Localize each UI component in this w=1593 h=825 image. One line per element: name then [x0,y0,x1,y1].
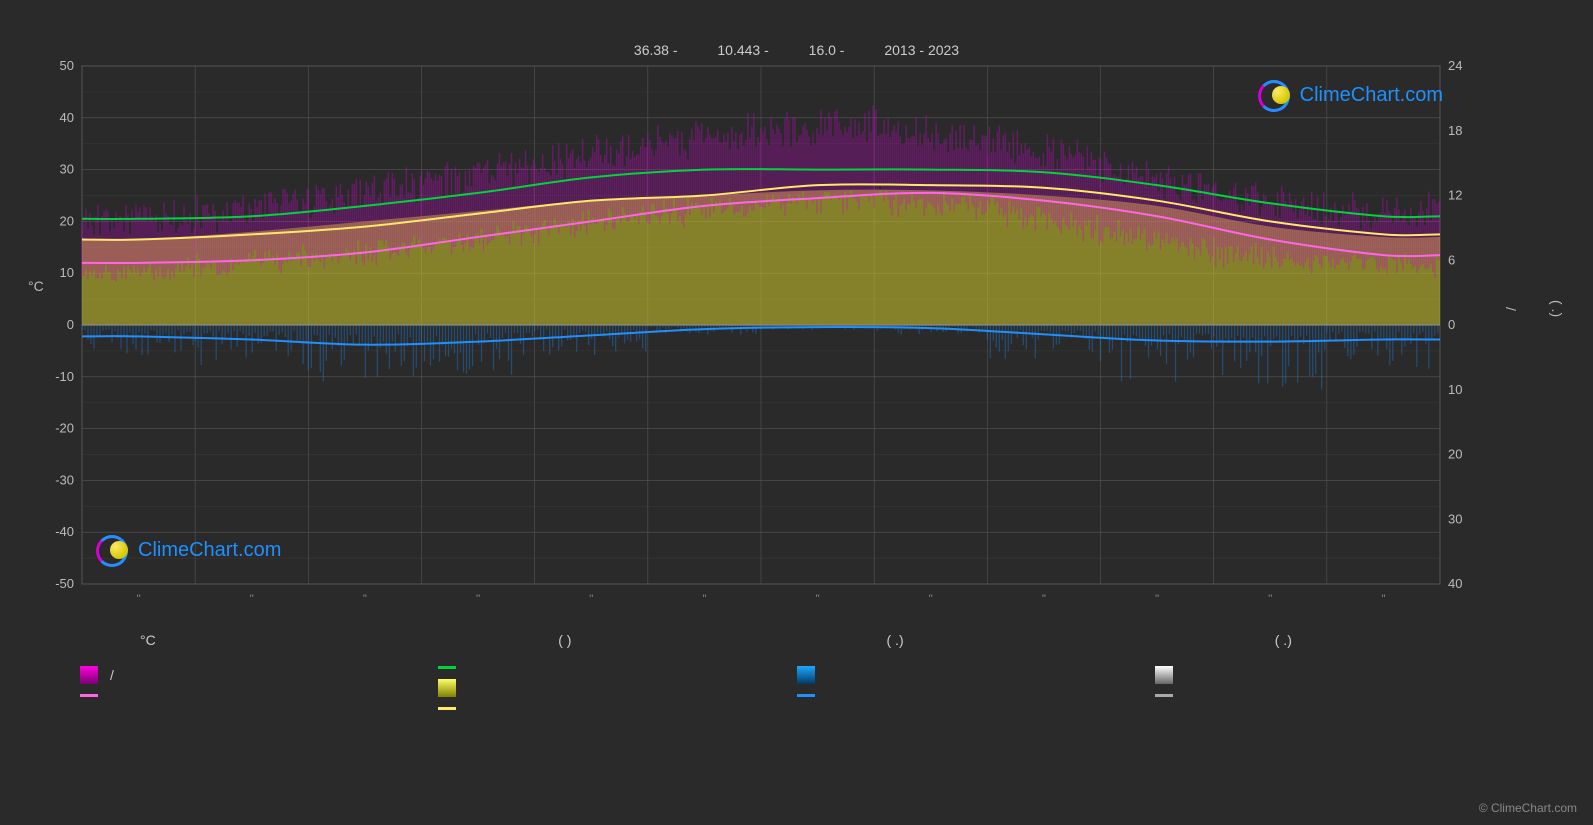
legend-item [797,694,1155,697]
svg-text:'': '' [815,593,819,605]
legend-header-1: °C [140,632,438,648]
left-axis-label: °C [28,278,44,294]
svg-text:'': '' [929,593,933,605]
brand-logo-bottom: ClimeChart.com [96,535,281,565]
legend-line [80,694,98,697]
brand-name: ClimeChart.com [138,539,281,562]
legend-items: / [80,666,1513,710]
legend-header-2: ( ) [558,632,796,648]
brand-logo-icon [96,535,130,565]
right-axis-bot-label: ( .) [1549,300,1565,317]
svg-text:'': '' [1042,593,1046,605]
legend-line [438,666,456,669]
svg-text:-10: -10 [55,369,74,384]
svg-text:50: 50 [60,58,74,73]
svg-text:10: 10 [1448,382,1462,397]
svg-text:'': '' [250,593,254,605]
right-axis-mid-label: / [1503,307,1519,311]
svg-text:'': '' [476,593,480,605]
svg-text:-20: -20 [55,421,74,436]
legend-item [438,666,796,669]
svg-text:0: 0 [1448,317,1455,332]
legend-line [1155,694,1173,697]
svg-text:'': '' [702,593,706,605]
svg-text:20: 20 [60,213,74,228]
legend-col-1: / [80,666,438,710]
brand-name: ClimeChart.com [1300,84,1443,107]
svg-text:18: 18 [1448,123,1462,138]
svg-text:24: 24 [1448,58,1462,73]
legend-headers: °C ( ) ( .) ( .) [80,632,1513,648]
legend-swatch [438,679,456,697]
legend-swatch [80,666,98,684]
legend-col-3 [797,666,1155,710]
legend-item [438,679,796,697]
svg-text:20: 20 [1448,447,1462,462]
svg-text:12: 12 [1448,188,1462,203]
legend-line [438,707,456,710]
legend-label: / [110,667,114,683]
svg-text:40: 40 [1448,576,1462,591]
svg-text:0: 0 [67,317,74,332]
svg-text:30: 30 [60,162,74,177]
legend-item [1155,666,1513,684]
legend-item [80,694,438,697]
climate-chart-container: 36.38 - 10.443 - 16.0 - 2013 - 2023 -50-… [0,0,1593,825]
legend-swatch [797,666,815,684]
svg-text:'': '' [1155,593,1159,605]
svg-text:-40: -40 [55,524,74,539]
svg-text:40: 40 [60,110,74,125]
svg-text:'': '' [1268,593,1272,605]
legend-item: / [80,666,438,684]
svg-text:6: 6 [1448,252,1455,267]
brand-logo-top: ClimeChart.com [1258,80,1443,110]
legend-item [797,666,1155,684]
svg-text:-30: -30 [55,472,74,487]
legend-item [1155,694,1513,697]
legend-header-3: ( .) [887,632,1155,648]
svg-text:-50: -50 [55,576,74,591]
legend-item [438,707,796,710]
legend-col-4 [1155,666,1513,710]
brand-logo-icon [1258,80,1292,110]
legend-line [797,694,815,697]
svg-text:'': '' [363,593,367,605]
legend-col-2 [438,666,796,710]
svg-text:30: 30 [1448,511,1462,526]
copyright-text: © ClimeChart.com [1479,801,1577,815]
right-axis-label: ( .) / [1473,300,1565,317]
svg-text:'': '' [1381,593,1385,605]
svg-text:'': '' [589,593,593,605]
legend-swatch [1155,666,1173,684]
svg-text:'': '' [136,593,140,605]
svg-text:10: 10 [60,265,74,280]
legend-header-4: ( .) [1275,632,1513,648]
